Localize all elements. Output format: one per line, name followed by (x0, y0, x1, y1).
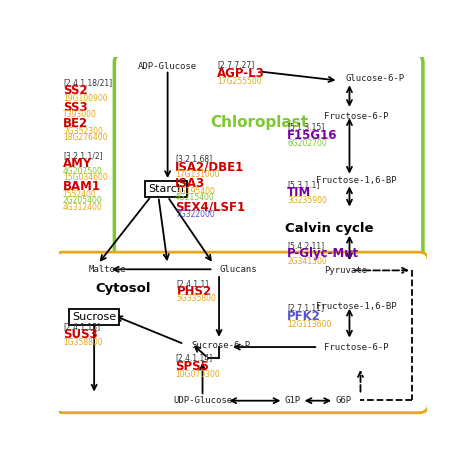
Text: [5.4.2.11]: [5.4.2.11] (287, 241, 324, 250)
Text: Pyruvate: Pyruvate (324, 266, 367, 275)
Text: 3G235900: 3G235900 (287, 196, 327, 205)
Text: [2.7.1.11]: [2.7.1.11] (287, 303, 324, 312)
Text: SS2: SS2 (63, 84, 88, 97)
Text: Sucrose-6-P: Sucrose-6-P (191, 341, 251, 350)
Text: 19G100900: 19G100900 (63, 94, 108, 103)
Text: [2.7.7.27]: [2.7.7.27] (217, 60, 255, 69)
Text: Chloroplast: Chloroplast (210, 115, 308, 130)
Text: T552400: T552400 (63, 190, 97, 199)
Text: P-Glyc-Mut: P-Glyc-Mut (287, 247, 359, 261)
Text: Fructose-6-P: Fructose-6-P (324, 111, 388, 120)
FancyBboxPatch shape (54, 252, 428, 413)
Text: 7G352300: 7G352300 (63, 127, 103, 136)
Text: [3.2.1.1/2]: [3.2.1.1/2] (63, 151, 102, 160)
Text: ADP-Glucose: ADP-Glucose (138, 62, 197, 71)
Text: T393000: T393000 (63, 110, 97, 119)
Text: G1P: G1P (284, 396, 301, 405)
Text: TIM: TIM (287, 186, 311, 199)
Text: SUS3: SUS3 (63, 328, 98, 341)
Text: 4G215400: 4G215400 (175, 193, 215, 202)
Text: Sucrose: Sucrose (72, 312, 116, 322)
Text: SPS5: SPS5 (175, 359, 209, 373)
Text: 3G195400: 3G195400 (175, 187, 215, 196)
Text: [2.4.1.18/21]: [2.4.1.18/21] (63, 78, 112, 87)
Text: [2.4.1.1]: [2.4.1.1] (177, 279, 209, 288)
Text: 17G131000: 17G131000 (175, 170, 219, 179)
Text: 10G070300: 10G070300 (175, 370, 220, 379)
Text: UDP-Glucose: UDP-Glucose (173, 396, 232, 405)
Text: [2.4.1.13]: [2.4.1.13] (63, 322, 100, 331)
Text: AGP-L3: AGP-L3 (217, 67, 265, 80)
Text: 1G358800: 1G358800 (63, 338, 102, 347)
Text: 7G322000: 7G322000 (175, 210, 215, 219)
Text: 12G113600: 12G113600 (287, 319, 331, 328)
Text: [5.3.1.1]: [5.3.1.1] (287, 180, 319, 189)
Text: Calvin cycle: Calvin cycle (285, 222, 374, 235)
Text: SS3: SS3 (63, 101, 88, 114)
Text: BAM1: BAM1 (63, 180, 101, 193)
Text: AMY: AMY (63, 157, 92, 170)
Text: ISA2/DBE1: ISA2/DBE1 (175, 161, 244, 173)
Text: PHS2: PHS2 (177, 285, 212, 298)
FancyBboxPatch shape (114, 53, 423, 287)
Text: Fructose-1,6-BP: Fructose-1,6-BP (316, 301, 397, 310)
Text: 2G205400: 2G205400 (63, 196, 103, 205)
Text: BE2: BE2 (63, 117, 88, 130)
Text: Fructose-6-P: Fructose-6-P (324, 343, 388, 352)
Text: ISA3: ISA3 (175, 177, 205, 190)
Text: Glucose-6-P: Glucose-6-P (346, 74, 405, 83)
Text: Glucans: Glucans (219, 265, 257, 274)
Text: PFK2: PFK2 (287, 310, 321, 322)
Text: 15G034600: 15G034600 (63, 173, 108, 182)
Text: [2.4.1.14]: [2.4.1.14] (175, 354, 212, 363)
Text: G6P: G6P (336, 396, 352, 405)
Text: 18G276400: 18G276400 (63, 133, 108, 142)
Text: F15G16: F15G16 (287, 129, 337, 142)
Text: 4G207500: 4G207500 (63, 167, 103, 176)
Text: SEX4/LSF1: SEX4/LSF1 (175, 200, 245, 213)
Text: Maltose: Maltose (89, 265, 126, 274)
Text: Cytosol: Cytosol (96, 282, 151, 295)
Text: 17G255500: 17G255500 (217, 77, 262, 86)
Text: Starch: Starch (148, 184, 184, 194)
Text: [3.2.1.68]: [3.2.1.68] (175, 155, 212, 164)
Text: Fructose-1,6-BP: Fructose-1,6-BP (316, 176, 397, 185)
Text: [5.1.3.15]: [5.1.3.15] (287, 122, 324, 131)
Text: 5G335800: 5G335800 (177, 294, 217, 303)
Text: 2G341300: 2G341300 (287, 257, 327, 266)
Text: 4G312400: 4G312400 (63, 203, 103, 212)
Text: 6G202700: 6G202700 (287, 139, 327, 148)
